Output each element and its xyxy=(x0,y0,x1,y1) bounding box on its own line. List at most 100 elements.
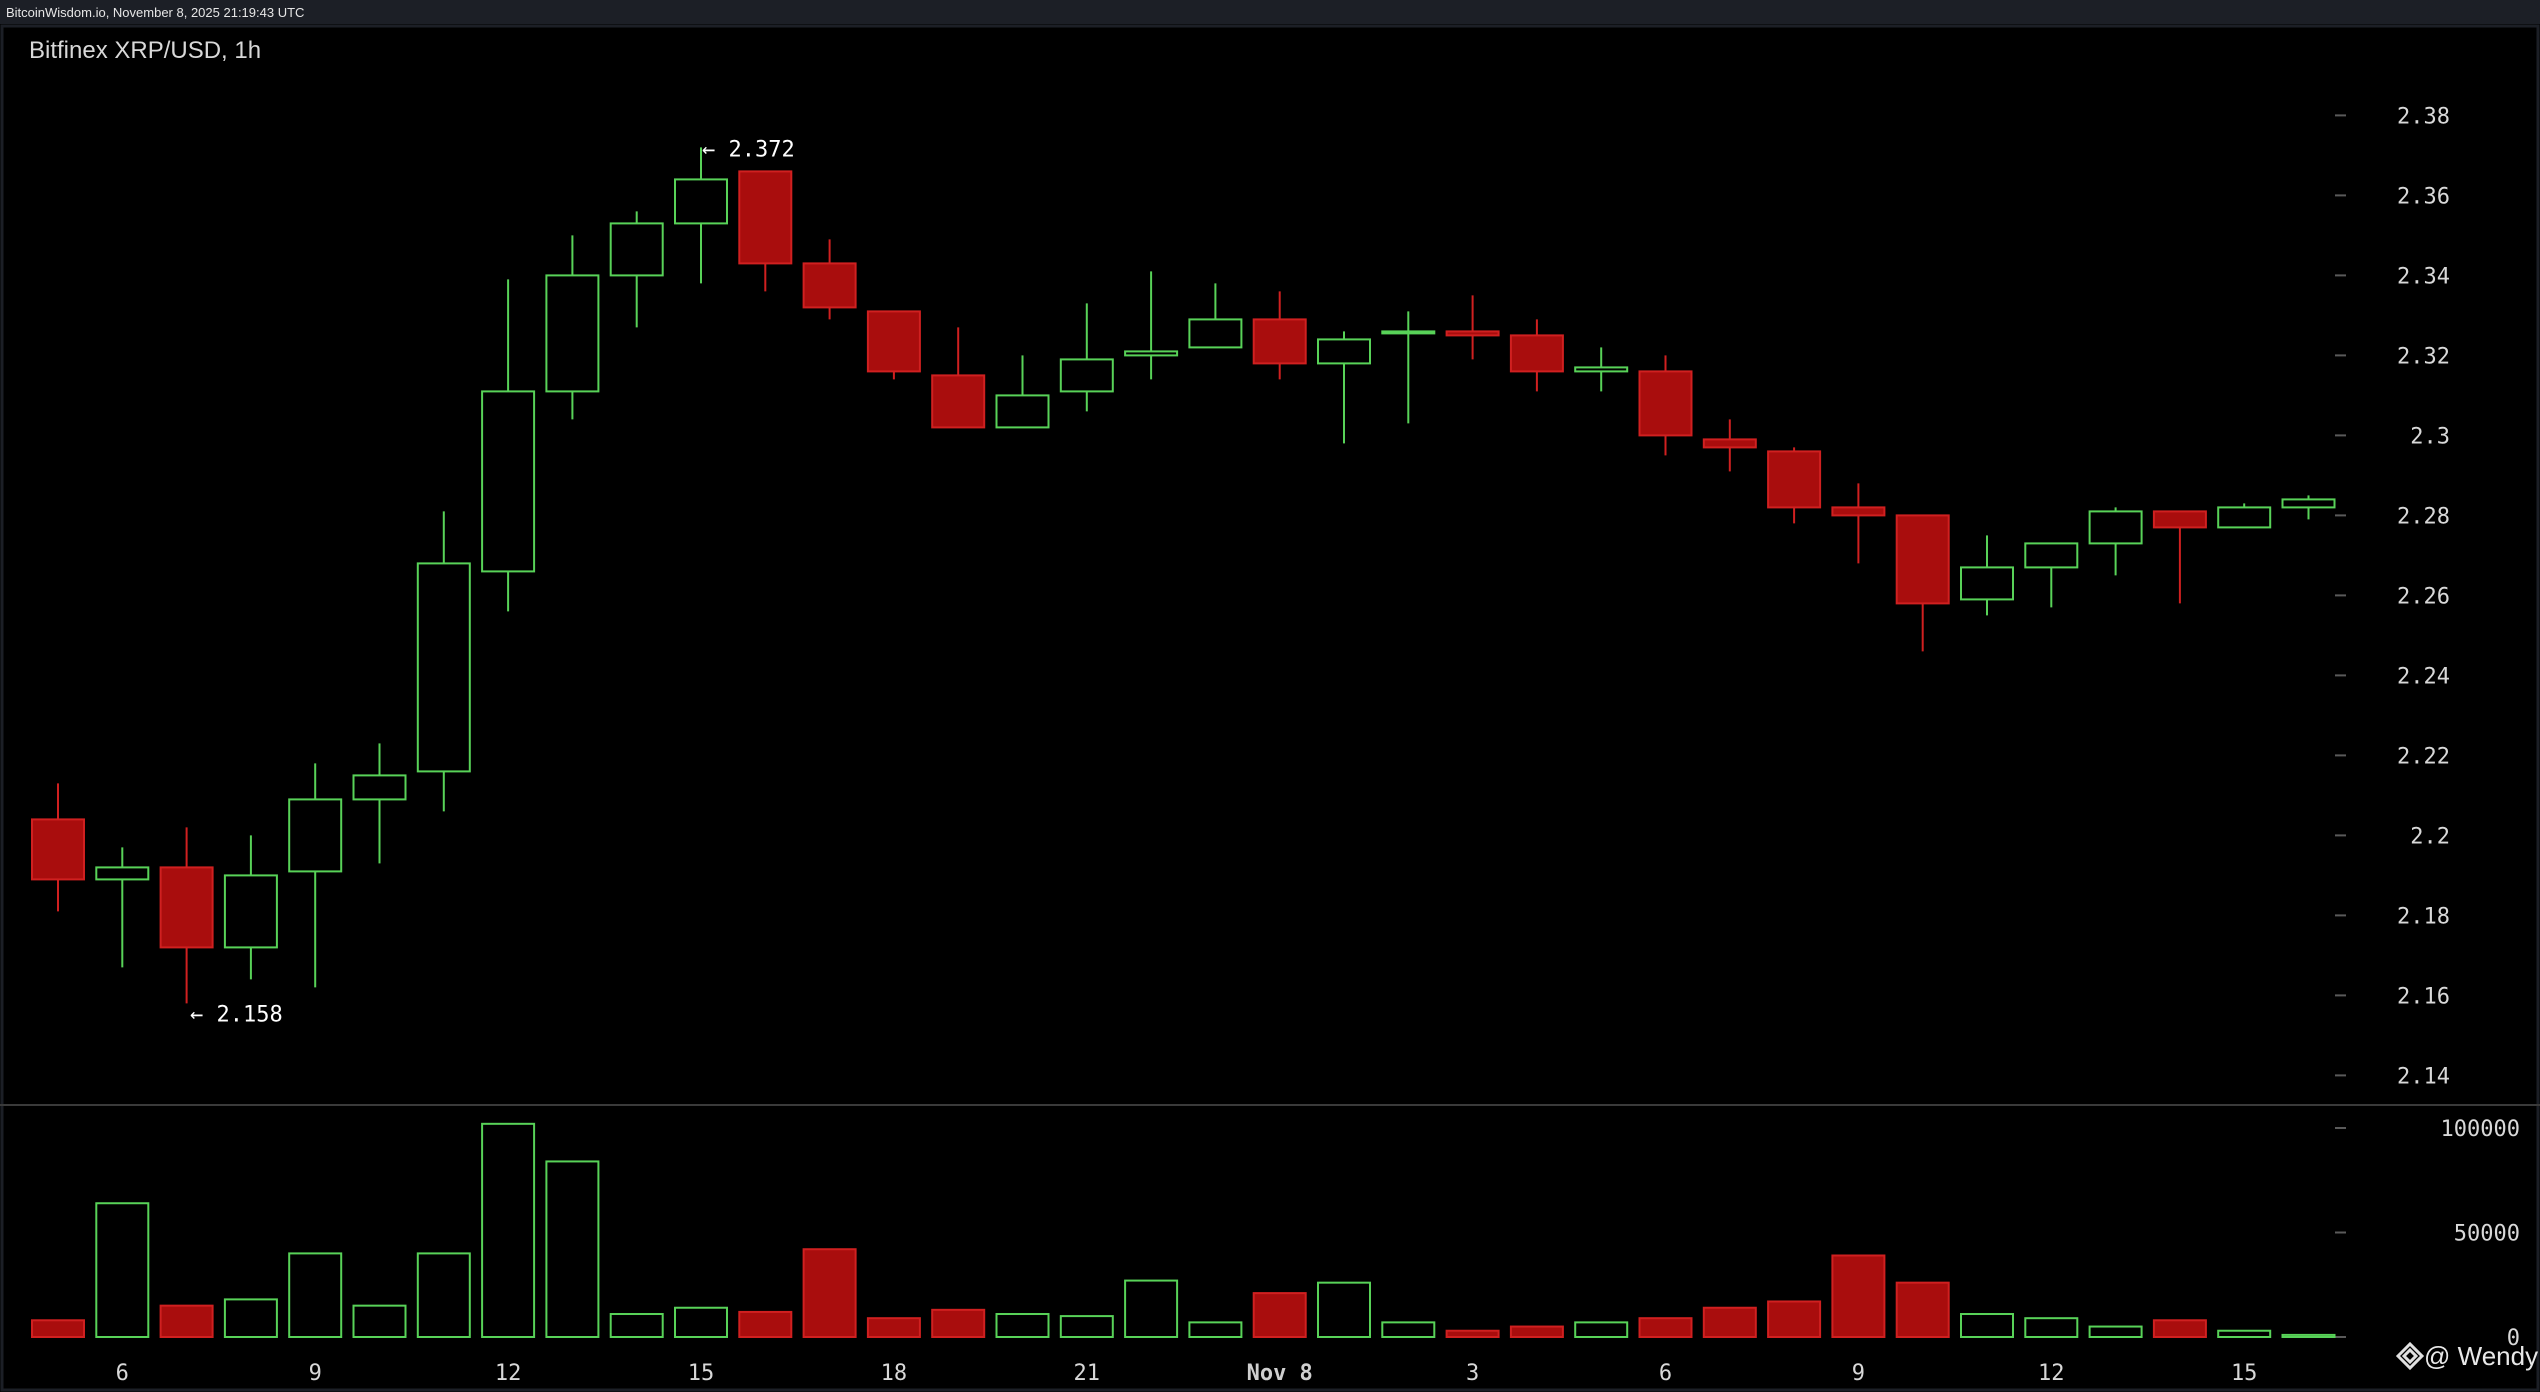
candle-body-up[interactable] xyxy=(1574,366,1629,373)
price-axis-label: 2.36 xyxy=(2397,184,2450,209)
volume-bar-up[interactable] xyxy=(2281,1333,2336,1339)
volume-bar-up[interactable] xyxy=(609,1313,664,1339)
volume-bar-up[interactable] xyxy=(1960,1313,2014,1339)
candle-body-up[interactable] xyxy=(2088,510,2143,545)
candle-body-up[interactable] xyxy=(609,222,664,277)
volume-bar-up[interactable] xyxy=(1381,1321,1436,1338)
diamond-logo-icon xyxy=(2395,1341,2425,1371)
volume-bar-up[interactable] xyxy=(2217,1329,2272,1338)
candle-body-down[interactable] xyxy=(159,866,214,949)
volume-bar-down[interactable] xyxy=(866,1317,921,1338)
candle-body-up[interactable] xyxy=(1317,338,1371,365)
candle-body-up[interactable] xyxy=(223,874,278,949)
volume-bar-down[interactable] xyxy=(802,1248,857,1338)
candle-body-up[interactable] xyxy=(416,562,471,773)
candle-body-down[interactable] xyxy=(1638,370,1693,437)
candle-body-up[interactable] xyxy=(545,274,600,393)
candle-body-up[interactable] xyxy=(288,798,343,873)
volume-bar-down[interactable] xyxy=(1831,1254,1886,1338)
candle-body-up[interactable] xyxy=(1124,350,1179,357)
candle-body-up[interactable] xyxy=(481,390,536,573)
volume-bar-up[interactable] xyxy=(2088,1325,2143,1339)
volume-bar-up[interactable] xyxy=(1574,1321,1629,1338)
x-axis-label: 15 xyxy=(688,1361,715,1386)
volume-bar-up[interactable] xyxy=(1059,1315,1114,1338)
candle-body-down[interactable] xyxy=(1895,514,1950,605)
volume-bar-down[interactable] xyxy=(738,1310,793,1339)
candle-body-down[interactable] xyxy=(1767,450,1822,509)
price-axis-label: 2.28 xyxy=(2397,504,2450,529)
candle-body-down[interactable] xyxy=(866,310,921,373)
x-axis-label: 9 xyxy=(1852,1361,1865,1386)
volume-bar-down[interactable] xyxy=(31,1319,85,1339)
x-axis-label: 6 xyxy=(116,1361,129,1386)
candle-body-down[interactable] xyxy=(1252,318,1307,365)
candle-body-up[interactable] xyxy=(995,394,1050,429)
volume-bar-down[interactable] xyxy=(2152,1319,2207,1339)
candle-body-down[interactable] xyxy=(1702,438,1757,449)
x-axis-label: 6 xyxy=(1659,1361,1672,1386)
volume-bar-up[interactable] xyxy=(416,1252,471,1339)
volume-bar-up[interactable] xyxy=(288,1252,343,1339)
volume-bar-up[interactable] xyxy=(545,1160,600,1338)
volume-bar-down[interactable] xyxy=(1509,1325,1564,1339)
volume-bar-up[interactable] xyxy=(1124,1279,1179,1338)
volume-bar-down[interactable] xyxy=(1445,1329,1500,1338)
volume-bar-down[interactable] xyxy=(1638,1317,1693,1338)
candle-body-up[interactable] xyxy=(2281,498,2336,509)
price-axis-label: 2.16 xyxy=(2397,984,2450,1009)
candle-body-up[interactable] xyxy=(2024,542,2079,569)
watermark-text: @ Wendy xyxy=(2424,1341,2538,1371)
price-axis-label: 2.3 xyxy=(2410,424,2450,449)
source-bar: BitcoinWisdom.io, November 8, 2025 21:19… xyxy=(0,0,2540,24)
x-axis-label: Nov 8 xyxy=(1247,1361,1313,1386)
volume-bar-down[interactable] xyxy=(159,1304,214,1339)
watermark: @ Wendy xyxy=(2395,1341,2538,1371)
low-annotation: ← 2.158 xyxy=(190,1002,283,1027)
candle-body-up[interactable] xyxy=(2217,506,2272,529)
candle-body-down[interactable] xyxy=(802,262,857,309)
price-axis-label: 2.24 xyxy=(2397,664,2450,689)
volume-axis-label: 0 xyxy=(2507,1326,2520,1351)
candle-body-up[interactable] xyxy=(674,178,728,225)
candle-body-down[interactable] xyxy=(1509,334,1564,373)
candle-body-down[interactable] xyxy=(738,170,793,265)
chart-border xyxy=(0,24,2540,1392)
candle-body-up[interactable] xyxy=(1960,566,2014,601)
candle-body-down[interactable] xyxy=(931,374,986,429)
volume-bar-up[interactable] xyxy=(223,1298,278,1339)
x-axis-label: 21 xyxy=(1074,1361,1101,1386)
volume-bar-up[interactable] xyxy=(352,1304,407,1339)
candle-body-down[interactable] xyxy=(1445,330,1500,337)
price-axis-label: 2.34 xyxy=(2397,264,2450,289)
volume-axis-label: 100000 xyxy=(2441,1117,2520,1142)
price-axis-label: 2.22 xyxy=(2397,744,2450,769)
volume-bar-down[interactable] xyxy=(1895,1281,1950,1339)
candle-body-up[interactable] xyxy=(95,866,150,881)
volume-bar-up[interactable] xyxy=(95,1202,150,1338)
candle-body-down[interactable] xyxy=(31,818,85,881)
volume-bar-up[interactable] xyxy=(2024,1317,2079,1338)
volume-bar-up[interactable] xyxy=(481,1122,536,1338)
volume-bar-down[interactable] xyxy=(1252,1292,1307,1338)
volume-bar-down[interactable] xyxy=(931,1308,986,1338)
volume-bar-up[interactable] xyxy=(1188,1321,1243,1338)
candle-body-down[interactable] xyxy=(1831,506,1886,517)
price-axis-label: 2.38 xyxy=(2397,104,2450,129)
candle-body-up[interactable] xyxy=(1059,358,1114,393)
x-axis-label: 15 xyxy=(2231,1361,2258,1386)
volume-axis-label: 50000 xyxy=(2454,1222,2520,1247)
volume-bar-down[interactable] xyxy=(1702,1306,1757,1338)
chart-frame: Bitfinex XRP/USD, 1h 2.38 2.36 2.34 2.32 2.3 2… xyxy=(0,24,2540,1392)
candlestick-chart[interactable]: Bitfinex XRP/USD, 1h 2.38 2.36 2.34 2.32 2.3 2… xyxy=(0,24,2540,1392)
source-text: BitcoinWisdom.io, November 8, 2025 21:19… xyxy=(6,5,305,20)
candle-body-up[interactable] xyxy=(1188,318,1243,349)
candle-body-down[interactable] xyxy=(2152,510,2207,529)
volume-bar-up[interactable] xyxy=(1317,1281,1371,1339)
candle-body-up[interactable] xyxy=(352,774,407,801)
price-axis-label: 2.32 xyxy=(2397,344,2450,369)
volume-bar-up[interactable] xyxy=(674,1306,728,1338)
volume-bar-down[interactable] xyxy=(1767,1300,1822,1338)
candle-body-up[interactable] xyxy=(1381,330,1436,335)
volume-bar-up[interactable] xyxy=(995,1313,1050,1339)
